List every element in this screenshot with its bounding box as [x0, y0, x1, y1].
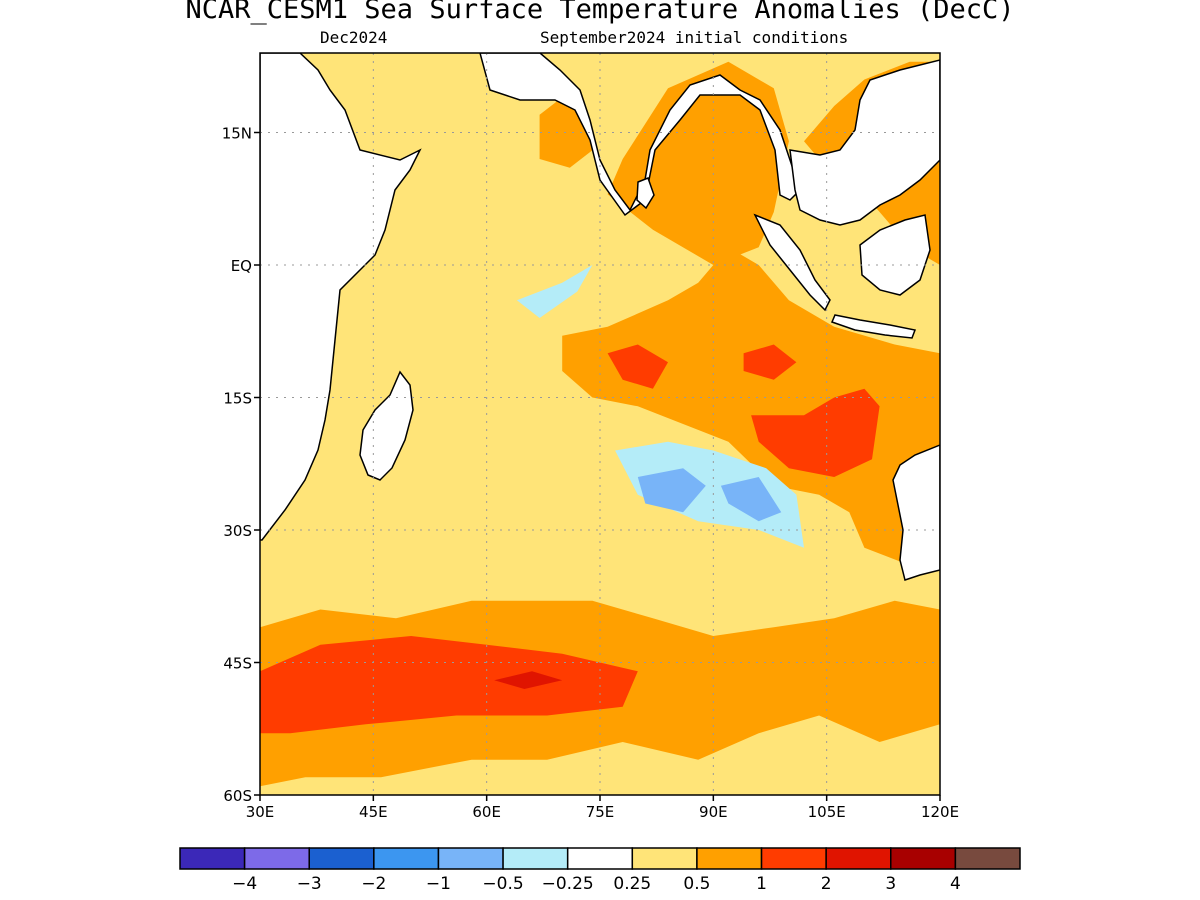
colorbar: −4 −3 −2 −1 −0.5 −0.25 0.25 0.5 1 2 3 4: [179, 847, 1021, 894]
colorbar-swatch: [243, 847, 310, 870]
colorbar-swatch: [179, 847, 246, 870]
chart-subtitle-left: Dec2024: [320, 28, 388, 47]
chart-title: NCAR_CESM1 Sea Surface Temperature Anoma…: [185, 0, 1015, 25]
x-tick-label: 120E: [921, 803, 959, 821]
colorbar-label: 1: [756, 874, 767, 894]
region-central-strong-warm-1: [607, 344, 668, 389]
region-bay-of-bengal-warm: [607, 61, 789, 265]
x-tick-label: 75E: [586, 803, 615, 821]
africa-landmass: [260, 53, 422, 541]
colorbar-swatch: [502, 847, 569, 870]
region-eastern-warm-band: [562, 247, 940, 566]
chart-subtitle-right: September2024 initial conditions: [540, 28, 849, 47]
colorbar-swatch: [760, 847, 827, 870]
australia-landmass: [892, 444, 940, 581]
x-tick-label: 105E: [808, 803, 846, 821]
y-tick-label: 15S: [223, 390, 252, 408]
region-south-central-cooler-2: [720, 477, 782, 522]
colorbar-swatch: [696, 847, 763, 870]
colorbar-label: 2: [821, 874, 832, 894]
region-south-central-cooler-1: [637, 468, 706, 513]
grid-lines: [260, 53, 940, 795]
region-west-equatorial-cool: [516, 265, 593, 318]
colorbar-swatch: [566, 847, 634, 870]
colorbar-label: 0.5: [683, 874, 710, 894]
y-tick-label: 60S: [223, 787, 252, 805]
java-landmass: [830, 314, 917, 339]
x-tick-label: 45E: [359, 803, 388, 821]
southeast-asia-landmass: [789, 59, 940, 226]
colorbar-label: 3: [885, 874, 896, 894]
x-tick-label: 90E: [699, 803, 728, 821]
y-tick-label: 15N: [222, 125, 252, 143]
y-tick-label: 45S: [223, 655, 252, 673]
land-mask: [260, 53, 940, 581]
x-tick-label: 60E: [472, 803, 501, 821]
region-central-strong-warm-2: [743, 344, 797, 380]
region-southern-peak-warm: [494, 671, 563, 689]
x-tick-label: 30E: [246, 803, 275, 821]
region-eastern-strong-warm: [751, 388, 880, 477]
colorbar-swatch: [437, 847, 504, 870]
colorbar-swatch: [890, 847, 957, 870]
y-tick-label: EQ: [231, 257, 252, 275]
colorbar-label: −0.5: [482, 874, 523, 894]
colorbar-label: 0.25: [613, 874, 651, 894]
colorbar-swatch: [373, 847, 440, 870]
colorbar-swatch: [825, 847, 892, 870]
colorbar-label: −2: [361, 874, 386, 894]
colorbar-label: −4: [232, 874, 257, 894]
colorbar-swatch: [308, 847, 375, 870]
x-axis: 30E 45E 60E 75E 90E 105E 120E: [246, 795, 959, 821]
region-southern-strong-warm: [260, 636, 638, 734]
colorbar-swatch: [954, 847, 1021, 870]
sumatra-landmass: [753, 213, 831, 312]
y-axis: 15N EQ 15S 30S 45S 60S: [222, 125, 260, 805]
sri-lanka-landmass: [636, 177, 655, 210]
colorbar-label: 4: [950, 874, 961, 894]
y-tick-label: 30S: [223, 522, 252, 540]
colorbar-label: −1: [426, 874, 451, 894]
region-south-central-cool: [615, 441, 804, 548]
colorbar-swatch: [631, 847, 698, 870]
colorbar-label: −0.25: [542, 874, 594, 894]
colorbar-label: −3: [297, 874, 322, 894]
